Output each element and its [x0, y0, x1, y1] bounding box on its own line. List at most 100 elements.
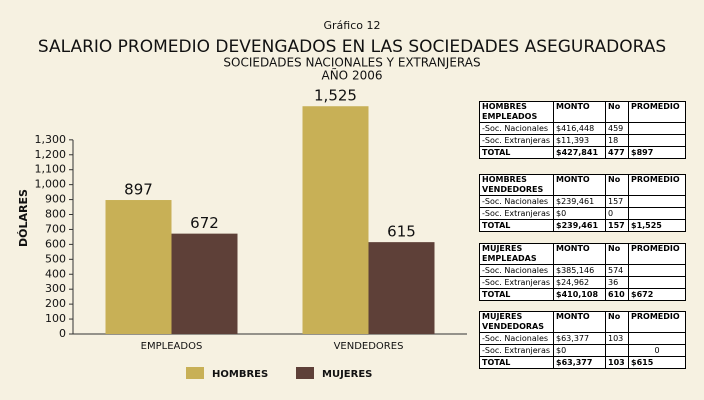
summary-table: HOMBRES VENDEDORES MONTO No PROMEDIO -Soc. N…: [479, 174, 686, 232]
table-cell: 0: [605, 207, 629, 220]
caption: Gráfico 12: [324, 19, 381, 32]
table-cell: [605, 344, 629, 357]
summary-table: MUJERES VENDEDORAS MONTO No PROMEDIO -Soc. N…: [479, 311, 686, 369]
legend-swatch: [296, 367, 314, 379]
y-tick-label: 1,300: [35, 133, 67, 146]
y-tick-label: 200: [45, 297, 66, 310]
table-cell: $239,461: [553, 219, 606, 232]
data-label: 897: [124, 181, 153, 199]
table-cell: 18: [605, 134, 629, 147]
subtitle: SOCIEDADES NACIONALES Y EXTRANJERAS: [223, 56, 480, 70]
table-cell: No: [605, 311, 629, 333]
table-cell: -Soc. Nacionales: [479, 122, 554, 135]
y-tick-label: 0: [59, 327, 66, 340]
summary-table: MUJERES EMPLEADAS MONTO No PROMEDIO -Soc. Na…: [479, 243, 686, 301]
table-cell: TOTAL: [479, 219, 554, 232]
table-cell: [628, 264, 686, 277]
table-cell: TOTAL: [479, 288, 554, 301]
table-cell: [628, 195, 686, 208]
table-cell: TOTAL: [479, 356, 554, 369]
table-cell: $615: [628, 356, 686, 369]
table-cell: [628, 207, 686, 220]
table-cell: 610: [605, 288, 629, 301]
data-label: 672: [190, 214, 219, 232]
chart-title: SALARIO PROMEDIO DEVENGADOS EN LAS SOCIE…: [38, 37, 666, 57]
table-cell: -Soc. Extranjeras: [479, 207, 554, 220]
table-cell: -Soc. Extranjeras: [479, 134, 554, 147]
table-cell: [628, 332, 686, 345]
table-cell: MONTO: [553, 174, 606, 196]
table-cell: $416,448: [553, 122, 606, 135]
bar: [171, 233, 238, 334]
table-cell: $897: [628, 146, 686, 159]
table-cell: 36: [605, 276, 629, 289]
legend-label: MUJERES: [322, 369, 372, 380]
bar: [302, 106, 369, 334]
table-cell: -Soc. Nacionales: [479, 195, 554, 208]
table-cell: No: [605, 174, 629, 196]
table-cell: -Soc. Nacionales: [479, 332, 554, 345]
table-cell: $239,461: [553, 195, 606, 208]
table-cell: $63,377: [553, 332, 606, 345]
table-cell: PROMEDIO: [628, 311, 686, 333]
y-tick-label: 600: [45, 237, 66, 250]
table-cell: $410,108: [553, 288, 606, 301]
table-cell: 157: [605, 219, 629, 232]
table-cell: 157: [605, 195, 629, 208]
table-cell: $24,962: [553, 276, 606, 289]
table-cell: $0: [553, 207, 606, 220]
summary-table: HOMBRES EMPLEADOS MONTO No PROMEDIO -Soc. Na…: [479, 101, 686, 159]
y-tick-label: 300: [45, 282, 66, 295]
table-cell: [628, 134, 686, 147]
y-axis-label: DÓLARES: [17, 189, 30, 247]
x-tick-label: EMPLEADOS: [141, 341, 203, 352]
table-cell: -Soc. Extranjeras: [479, 276, 554, 289]
table-cell: PROMEDIO: [628, 101, 686, 123]
table-cell: -Soc. Extranjeras: [479, 344, 554, 357]
table-cell: 459: [605, 122, 629, 135]
y-tick-label: 100: [45, 312, 66, 325]
table-cell: HOMBRES EMPLEADOS: [479, 101, 554, 123]
bar: [105, 200, 172, 334]
table-cell: TOTAL: [479, 146, 554, 159]
table-cell: No: [605, 243, 629, 265]
table-cell: $1,525: [628, 219, 686, 232]
table-cell: PROMEDIO: [628, 174, 686, 196]
table-cell: $11,393: [553, 134, 606, 147]
x-tick-label: VENDEDORES: [334, 341, 404, 352]
data-label: 1,525: [314, 87, 357, 105]
table-cell: $427,841: [553, 146, 606, 159]
legend-swatch: [186, 367, 204, 379]
table-cell: MUJERES VENDEDORAS: [479, 311, 554, 333]
table-cell: $385,146: [553, 264, 606, 277]
data-label: 615: [387, 223, 416, 241]
table-cell: $63,377: [553, 356, 606, 369]
table-cell: [628, 122, 686, 135]
table-cell: 0: [628, 344, 686, 357]
table-cell: No: [605, 101, 629, 123]
table-cell: [628, 276, 686, 289]
table-cell: 477: [605, 146, 629, 159]
y-tick-label: 1,000: [35, 178, 67, 191]
table-cell: HOMBRES VENDEDORES: [479, 174, 554, 196]
table-cell: MUJERES EMPLEADAS: [479, 243, 554, 265]
table-cell: MONTO: [553, 311, 606, 333]
table-cell: -Soc. Nacionales: [479, 264, 554, 277]
table-cell: 103: [605, 332, 629, 345]
y-tick-label: 1,100: [35, 163, 67, 176]
table-cell: $0: [553, 344, 606, 357]
table-cell: 103: [605, 356, 629, 369]
y-tick-label: 800: [45, 208, 66, 221]
table-cell: 574: [605, 264, 629, 277]
bar: [368, 242, 435, 334]
table-cell: MONTO: [553, 101, 606, 123]
table-cell: $672: [628, 288, 686, 301]
y-tick-label: 900: [45, 193, 66, 206]
table-cell: MONTO: [553, 243, 606, 265]
y-tick-label: 1,200: [35, 148, 67, 161]
y-tick-label: 700: [45, 222, 66, 235]
table-cell: PROMEDIO: [628, 243, 686, 265]
y-tick-label: 400: [45, 267, 66, 280]
